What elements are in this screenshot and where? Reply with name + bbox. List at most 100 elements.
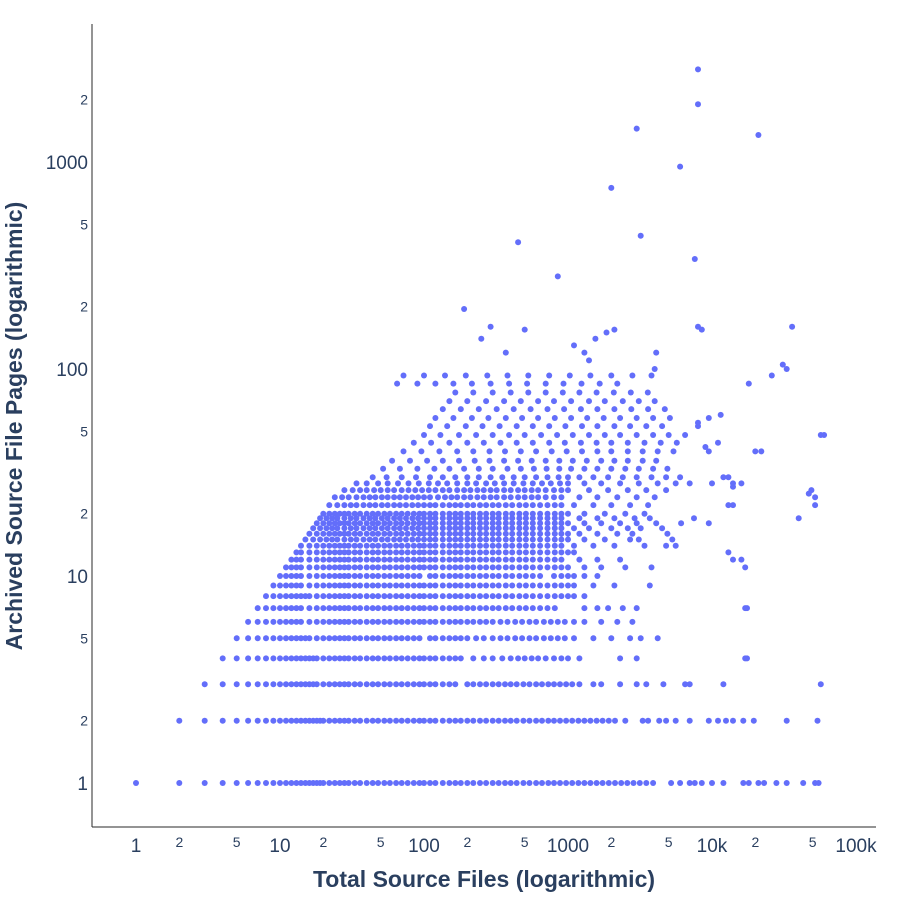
data-point [254,635,261,642]
data-point [483,605,490,612]
data-point [467,487,474,494]
data-point [571,549,577,556]
data-point [254,618,261,625]
data-point [446,515,453,522]
data-point [393,542,400,549]
data-point [635,480,642,487]
data-point [331,582,338,589]
data-point [495,780,502,786]
data-point [288,605,295,612]
data-point [586,357,592,364]
data-point [431,465,438,472]
data-point [393,780,400,786]
data-point [565,530,571,537]
data-point [313,520,320,527]
data-point [457,549,464,556]
data-point [509,536,516,543]
data-point [369,593,376,600]
data-point [705,415,712,421]
data-point [372,502,379,509]
data-point [176,717,183,724]
data-point [557,717,563,724]
data-point [483,510,490,517]
data-point [341,510,348,517]
data-point [502,681,508,688]
data-point [446,593,453,600]
data-point [320,520,327,527]
data-point [357,780,364,786]
data-point [457,564,464,571]
data-point [483,556,490,563]
data-point [298,717,304,724]
data-point [363,564,370,571]
data-point [331,635,338,642]
data-point [522,536,529,543]
data-point [558,593,565,600]
data-point [477,593,483,600]
data-point [600,415,607,421]
data-point [326,542,333,549]
data-point [326,593,333,600]
data-point [446,573,453,579]
data-point [375,582,382,589]
data-point [477,536,483,543]
data-point [298,618,304,625]
data-point [551,398,557,405]
data-point [551,780,557,786]
data-point [551,415,558,421]
data-point [464,780,471,786]
data-point [277,717,283,724]
data-point [369,635,376,642]
data-point [363,573,370,579]
data-point [814,717,821,724]
data-point [529,520,536,527]
data-point [416,618,423,625]
data-point [581,780,588,786]
data-point [515,487,522,494]
data-point [489,593,496,600]
data-point [537,502,544,509]
data-point [725,549,732,556]
data-point [427,549,433,556]
data-point [369,618,376,625]
data-point [522,520,529,527]
data-point [357,487,364,494]
data-point [495,530,502,537]
data-point [474,487,481,494]
data-point [637,232,644,239]
data-point [393,564,400,571]
y-tick-label: 10 [67,567,88,588]
data-point [590,542,597,549]
data-point [529,564,536,571]
data-point [594,573,601,579]
data-point [410,655,417,662]
data-point [357,549,364,556]
data-point [407,457,413,464]
data-point [446,465,453,472]
data-point [421,582,427,589]
data-point [529,582,536,589]
data-point [452,549,459,556]
data-point [410,530,417,537]
data-point [372,515,379,522]
data-point [254,655,261,662]
data-point [622,510,629,517]
data-point [331,573,338,579]
data-point [393,681,400,688]
data-point [495,502,502,509]
data-point [533,448,540,455]
data-point [624,457,631,464]
data-point [608,439,615,446]
data-point [375,593,382,600]
data-point [489,549,496,556]
data-point [738,556,745,563]
data-point [544,474,551,481]
data-point [288,564,295,571]
data-point [270,618,277,625]
data-point [653,457,660,464]
data-point [608,525,615,532]
y-tick-label: 2 [80,299,88,315]
data-point [627,536,634,543]
data-point [583,457,590,464]
data-point [357,717,364,724]
